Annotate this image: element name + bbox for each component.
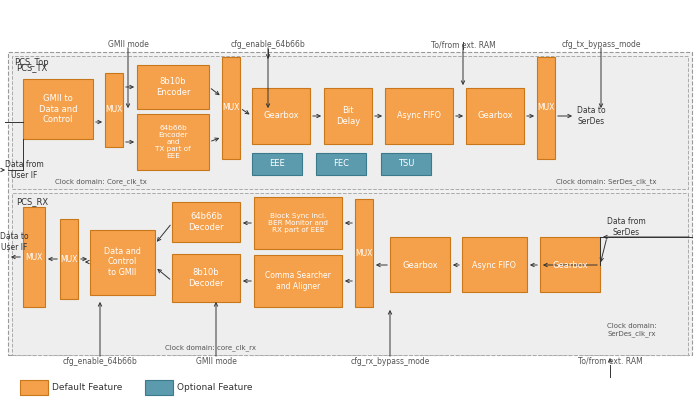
Bar bbox=[172, 254, 240, 302]
Text: Data and
Control
to GMII: Data and Control to GMII bbox=[104, 247, 141, 277]
Bar bbox=[172, 202, 240, 242]
Bar bbox=[8, 52, 692, 355]
Text: MUX: MUX bbox=[60, 254, 78, 263]
Bar bbox=[390, 237, 450, 292]
Bar bbox=[537, 57, 555, 159]
Text: GMII to
Data and
Control: GMII to Data and Control bbox=[38, 94, 77, 124]
Text: MUX: MUX bbox=[538, 103, 554, 112]
Bar bbox=[355, 199, 373, 307]
Text: 64b66b
Encoder
and
TX part of
EEE: 64b66b Encoder and TX part of EEE bbox=[155, 125, 191, 159]
Text: Comma Searcher
and Aligner: Comma Searcher and Aligner bbox=[265, 271, 331, 291]
Bar bbox=[381, 153, 431, 175]
Bar bbox=[254, 255, 342, 307]
Text: Bit
Delay: Bit Delay bbox=[336, 106, 360, 126]
Text: 64b66b
Decoder: 64b66b Decoder bbox=[188, 212, 224, 232]
Bar bbox=[222, 57, 240, 159]
Text: PCS_RX: PCS_RX bbox=[16, 197, 48, 206]
Text: Gearbox: Gearbox bbox=[402, 260, 438, 269]
Text: MUX: MUX bbox=[223, 103, 239, 112]
Bar bbox=[60, 219, 78, 299]
Text: Async FIFO: Async FIFO bbox=[472, 260, 516, 269]
Bar bbox=[540, 237, 600, 292]
Bar bbox=[252, 153, 302, 175]
Bar bbox=[252, 88, 310, 144]
Text: Gearbox: Gearbox bbox=[477, 112, 513, 120]
Text: Clock domain: Core_clk_tx: Clock domain: Core_clk_tx bbox=[55, 178, 147, 185]
Bar bbox=[466, 88, 524, 144]
Text: MUX: MUX bbox=[105, 105, 122, 114]
Text: cfg_enable_64b66b: cfg_enable_64b66b bbox=[230, 40, 305, 49]
Bar bbox=[324, 88, 372, 144]
Bar bbox=[316, 153, 366, 175]
Text: Block Sync incl.
BER Monitor and
RX part of EEE: Block Sync incl. BER Monitor and RX part… bbox=[268, 213, 328, 233]
Bar bbox=[105, 73, 123, 147]
Text: Gearbox: Gearbox bbox=[263, 112, 299, 120]
Text: TSU: TSU bbox=[398, 160, 414, 168]
Text: Clock domain: SerDes_clk_tx: Clock domain: SerDes_clk_tx bbox=[556, 178, 657, 185]
Bar bbox=[462, 237, 527, 292]
Text: cfg_rx_bypass_mode: cfg_rx_bypass_mode bbox=[350, 357, 430, 366]
Text: MUX: MUX bbox=[25, 252, 43, 262]
Text: PCS_TX: PCS_TX bbox=[16, 63, 48, 72]
Text: Gearbox: Gearbox bbox=[552, 260, 588, 269]
Text: Data from
SerDes: Data from SerDes bbox=[607, 217, 645, 237]
Text: GMII mode: GMII mode bbox=[195, 357, 237, 366]
Text: 8b10b
Decoder: 8b10b Decoder bbox=[188, 268, 224, 288]
Text: Optional Feature: Optional Feature bbox=[177, 383, 253, 392]
Bar bbox=[23, 207, 45, 307]
Bar bbox=[90, 230, 155, 295]
Bar bbox=[385, 88, 453, 144]
Text: To/from ext. RAM: To/from ext. RAM bbox=[430, 40, 496, 49]
Text: 8b10b
Encoder: 8b10b Encoder bbox=[155, 77, 190, 97]
Text: GMII mode: GMII mode bbox=[108, 40, 148, 49]
Bar bbox=[23, 79, 93, 139]
Bar bbox=[145, 380, 173, 395]
Text: To/from ext. RAM: To/from ext. RAM bbox=[578, 357, 643, 366]
Bar bbox=[254, 197, 342, 249]
Bar bbox=[12, 56, 688, 189]
Text: Data to
User IF: Data to User IF bbox=[0, 232, 29, 252]
Text: FEC: FEC bbox=[333, 160, 349, 168]
Bar bbox=[137, 65, 209, 109]
Bar bbox=[12, 193, 688, 355]
Text: cfg_tx_bypass_mode: cfg_tx_bypass_mode bbox=[561, 40, 640, 49]
Text: MUX: MUX bbox=[356, 249, 372, 258]
Bar bbox=[20, 380, 48, 395]
Text: cfg_enable_64b66b: cfg_enable_64b66b bbox=[62, 357, 137, 366]
Bar bbox=[137, 114, 209, 170]
Text: Clock domain: core_clk_rx: Clock domain: core_clk_rx bbox=[165, 344, 256, 351]
Text: Async FIFO: Async FIFO bbox=[397, 112, 441, 120]
Text: EEE: EEE bbox=[269, 160, 285, 168]
Text: Default Feature: Default Feature bbox=[52, 383, 122, 392]
Text: Data from
User IF: Data from User IF bbox=[5, 160, 43, 180]
Text: PCS_Top: PCS_Top bbox=[14, 58, 48, 67]
Text: Data to
SerDes: Data to SerDes bbox=[577, 106, 606, 126]
Text: Clock domain:
SerDes_clk_rx: Clock domain: SerDes_clk_rx bbox=[608, 323, 657, 337]
